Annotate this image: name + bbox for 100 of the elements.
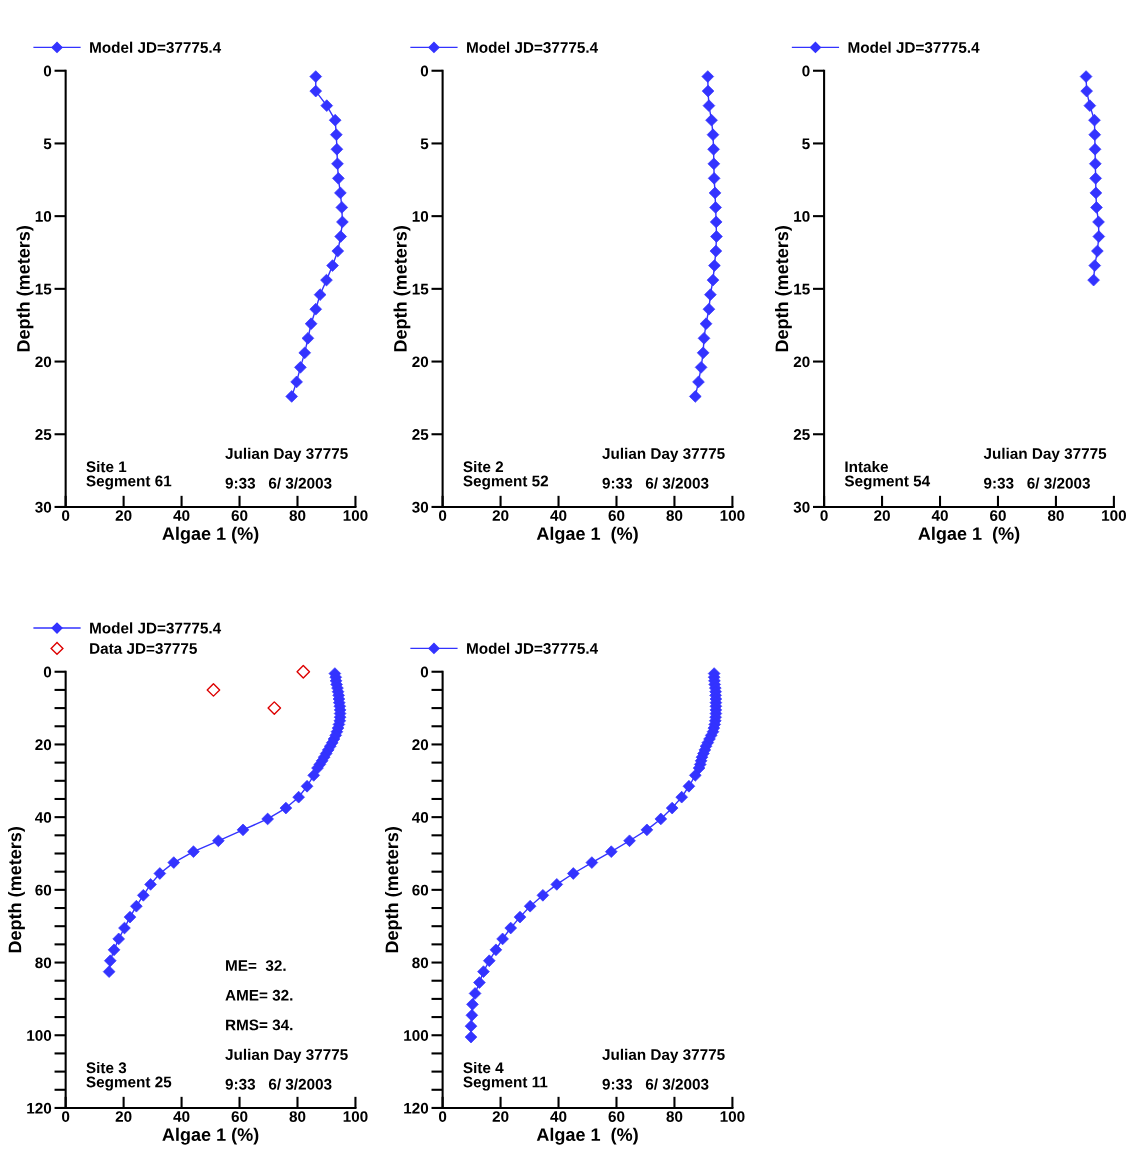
y-axis-title: Depth (meters) (16, 226, 34, 352)
annotation: 9:33 6/ 3/2003 (602, 477, 709, 489)
x-tick-label: 60 (990, 510, 1006, 521)
annotation: Julian Day 37775 (225, 1048, 348, 1064)
y-tick-label: 15 (794, 283, 810, 295)
y-tick-label: 30 (35, 501, 52, 513)
y-tick-label: 5 (43, 138, 52, 150)
x-tick-label: 0 (438, 1111, 447, 1122)
y-tick-label: 120 (404, 1102, 429, 1114)
legend-label: Model JD=37775.4 (848, 41, 980, 53)
x-tick-label: 40 (550, 510, 567, 521)
x-tick-label: 60 (608, 510, 625, 521)
annotation: Intake Segment 54 (844, 460, 931, 490)
x-tick-label: 20 (874, 510, 890, 521)
x-tick-label: 80 (666, 510, 683, 521)
y-tick-label: 10 (35, 211, 52, 222)
y-tick-label: 20 (412, 739, 429, 751)
y-axis-title: Depth (meters) (775, 226, 792, 352)
legend-label: Model JD=37775.4 (467, 41, 599, 53)
x-tick-label: 0 (62, 510, 70, 521)
y-tick-label: 5 (802, 138, 810, 150)
y-tick-label: 100 (404, 1030, 429, 1041)
legend-label: Model JD=37775.4 (90, 41, 222, 53)
y-tick-label: 60 (412, 884, 429, 896)
y-tick-label: 25 (35, 429, 52, 440)
y-tick-label: 25 (412, 429, 429, 440)
y-tick-label: 40 (35, 812, 52, 823)
y-tick-label: 30 (793, 501, 810, 513)
y-tick-label: 0 (420, 65, 429, 77)
point (267, 701, 282, 716)
x-tick-label: 80 (1047, 510, 1064, 521)
x-tick-label: 60 (608, 1111, 625, 1122)
y-tick-label: 100 (27, 1030, 52, 1041)
point (206, 683, 221, 697)
y-tick-label: 60 (35, 884, 52, 896)
y-tick-label: 0 (420, 666, 429, 678)
y-tick-label: 20 (35, 739, 52, 751)
y-tick-label: 40 (411, 812, 429, 823)
y-tick-label: 15 (412, 283, 429, 295)
annotation: Site 3 Segment 25 (86, 1061, 172, 1091)
x-tick-label: 100 (343, 510, 368, 521)
x-tick-label: 20 (492, 510, 509, 521)
x-tick-label: 40 (550, 1111, 567, 1122)
x-tick-label: 40 (173, 1111, 190, 1122)
annotation: Julian Day 37775 (225, 447, 348, 463)
y-axis-title: Depth (meters) (8, 827, 25, 953)
x-tick-label: 20 (115, 1111, 132, 1122)
y-tick-label: 5 (420, 138, 429, 150)
annotation: Site 4 Segment 11 (463, 1061, 548, 1091)
x-tick-label: 20 (492, 1111, 509, 1122)
x-axis-title: Algae 1 (%) (162, 526, 259, 544)
x-axis-title: Algae 1 (%) (162, 1127, 259, 1145)
x-axis-title: Algae 1 (%) (918, 526, 1020, 544)
annotation: ME= 32. (226, 960, 286, 972)
annotation: RMS= 34. (226, 1019, 293, 1031)
annotation: 9:33 6/ 3/2003 (602, 1078, 709, 1090)
legend-label: Model JD=37775.4 (467, 642, 599, 654)
y-tick-label: 0 (43, 65, 52, 77)
y-axis-title: Depth (meters) (393, 226, 411, 352)
x-tick-label: 80 (289, 510, 306, 521)
annotation: 9:33 6/ 3/2003 (225, 477, 332, 489)
x-tick-label: 80 (289, 1111, 306, 1122)
point (296, 664, 311, 679)
x-tick-label: 20 (115, 510, 132, 521)
y-tick-label: 20 (793, 356, 810, 368)
legend-label: Model JD=37775.4 (90, 622, 222, 634)
x-tick-label: 100 (720, 1111, 745, 1122)
annotation: Julian Day 37775 (602, 1048, 725, 1064)
y-tick-label: 10 (412, 211, 429, 222)
x-tick-label: 40 (173, 510, 190, 521)
x-tick-label: 100 (1102, 510, 1127, 521)
annotation: Julian Day 37775 (602, 447, 725, 463)
x-tick-label: 80 (666, 1111, 683, 1122)
y-tick-label: 20 (412, 356, 429, 368)
legend-label: Data JD=37775 (90, 643, 197, 654)
y-axis-title: Depth (meters) (385, 827, 402, 953)
x-tick-label: 0 (438, 510, 447, 521)
annotation: Julian Day 37775 (983, 447, 1107, 463)
y-tick-label: 30 (412, 501, 429, 513)
annotation: AME= 32. (225, 989, 293, 1001)
y-tick-label: 0 (802, 65, 810, 77)
y-tick-label: 10 (794, 211, 810, 222)
x-axis-title: Algae 1 (%) (536, 526, 638, 544)
y-tick-label: 25 (793, 429, 810, 440)
x-tick-label: 0 (62, 1111, 70, 1122)
x-tick-label: 100 (343, 1111, 368, 1122)
x-tick-label: 40 (931, 510, 948, 521)
annotation: 9:33 6/ 3/2003 (225, 1078, 332, 1090)
annotation: 9:33 6/ 3/2003 (984, 477, 1090, 489)
y-tick-label: 0 (43, 666, 52, 678)
y-tick-label: 120 (27, 1102, 52, 1114)
x-tick-label: 0 (820, 510, 828, 521)
y-tick-label: 80 (35, 957, 52, 969)
x-tick-label: 60 (231, 510, 248, 521)
x-tick-label: 100 (720, 510, 745, 521)
x-axis-title: Algae 1 (%) (536, 1127, 638, 1145)
y-tick-label: 80 (412, 957, 429, 969)
y-tick-label: 20 (35, 356, 52, 368)
annotation: Site 2 Segment 52 (463, 460, 549, 490)
y-tick-label: 15 (35, 283, 52, 295)
